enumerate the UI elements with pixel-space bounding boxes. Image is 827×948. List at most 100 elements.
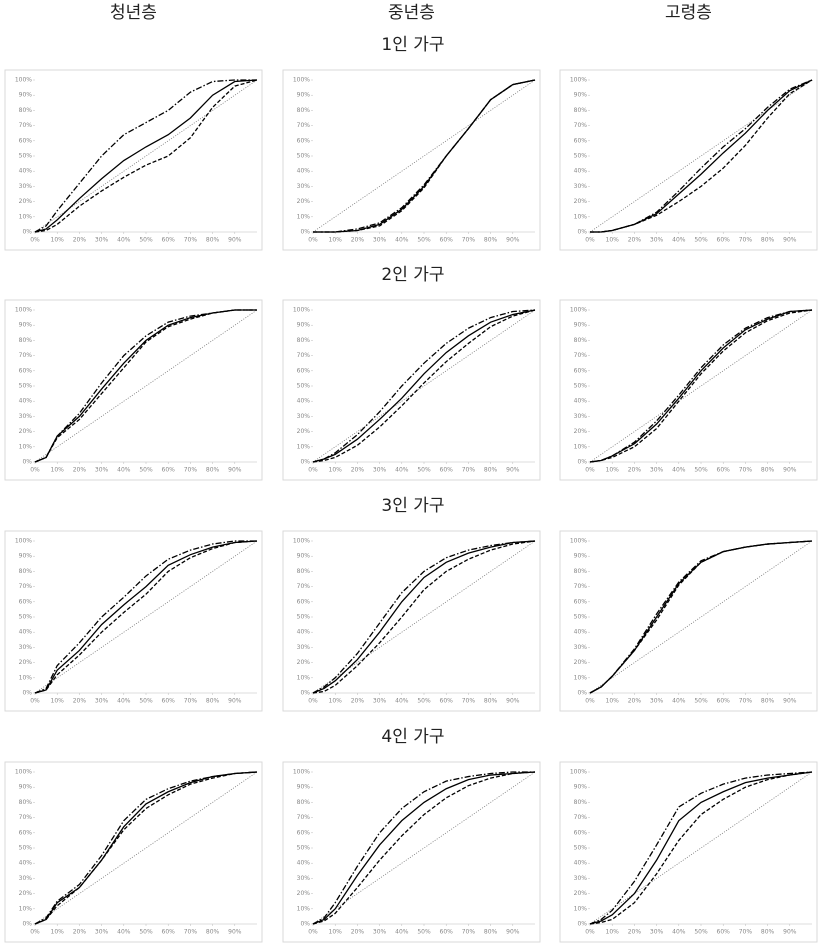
chart-frame bbox=[559, 69, 818, 251]
y-tick-label: 20% bbox=[19, 428, 33, 435]
x-tick-label: 0% bbox=[585, 237, 595, 244]
x-tick-label: 0% bbox=[30, 467, 40, 474]
x-tick-label: 40% bbox=[395, 467, 409, 474]
series-line bbox=[34, 771, 258, 925]
x-tick-label: 40% bbox=[117, 929, 131, 936]
y-tick-label: 40% bbox=[297, 398, 311, 405]
chart-frame bbox=[282, 761, 541, 943]
y-tick-label: 80% bbox=[297, 568, 311, 575]
y-tick-label: 30% bbox=[19, 875, 33, 882]
x-tick-label: 10% bbox=[329, 929, 343, 936]
y-tick-label: 80% bbox=[297, 337, 311, 344]
y-tick-label: 0% bbox=[22, 459, 32, 466]
series-line bbox=[312, 309, 536, 463]
y-tick-label: 30% bbox=[297, 875, 311, 882]
x-tick-label: 80% bbox=[206, 698, 220, 705]
x-tick-label: 40% bbox=[395, 929, 409, 936]
chart-frame bbox=[559, 530, 818, 712]
x-tick-label: 0% bbox=[308, 698, 318, 705]
x-tick-label: 0% bbox=[30, 237, 40, 244]
y-tick-label: 50% bbox=[574, 383, 588, 390]
y-tick-label: 100% bbox=[15, 769, 32, 776]
x-tick-label: 0% bbox=[585, 698, 595, 705]
x-tick-label: 40% bbox=[395, 698, 409, 705]
x-tick-label: 30% bbox=[650, 237, 664, 244]
series-line bbox=[313, 79, 536, 233]
y-tick-label: 90% bbox=[574, 784, 588, 791]
y-tick-label: 40% bbox=[574, 860, 588, 867]
y-tick-label: 90% bbox=[297, 92, 311, 99]
x-tick-label: 90% bbox=[783, 698, 797, 705]
y-tick-label: 50% bbox=[19, 845, 33, 852]
y-tick-label: 20% bbox=[19, 890, 33, 897]
x-tick-label: 30% bbox=[95, 698, 109, 705]
x-tick-label: 70% bbox=[184, 698, 198, 705]
x-tick-label: 0% bbox=[585, 929, 595, 936]
chart-frame bbox=[559, 761, 818, 943]
y-tick-label: 30% bbox=[297, 413, 311, 420]
x-tick-label: 10% bbox=[329, 467, 343, 474]
x-tick-label: 20% bbox=[351, 929, 365, 936]
x-tick-label: 60% bbox=[717, 698, 731, 705]
y-tick-label: 0% bbox=[577, 921, 587, 928]
x-tick-label: 10% bbox=[606, 237, 620, 244]
y-tick-label: 40% bbox=[19, 168, 33, 175]
row-title: 1인 가구 bbox=[381, 35, 444, 55]
x-tick-label: 80% bbox=[484, 929, 498, 936]
y-tick-label: 80% bbox=[574, 568, 588, 575]
x-tick-label: 40% bbox=[395, 237, 409, 244]
x-tick-label: 40% bbox=[672, 237, 686, 244]
y-tick-label: 70% bbox=[297, 814, 311, 821]
y-tick-label: 20% bbox=[19, 659, 33, 666]
x-tick-label: 70% bbox=[739, 467, 753, 474]
x-tick-label: 50% bbox=[694, 237, 708, 244]
y-tick-label: 70% bbox=[574, 583, 588, 590]
y-tick-label: 0% bbox=[577, 229, 587, 236]
y-tick-label: 100% bbox=[293, 538, 310, 545]
series-line bbox=[589, 309, 813, 463]
y-tick-label: 10% bbox=[574, 213, 588, 220]
column-header: 청년층 bbox=[110, 3, 157, 23]
chart-frame bbox=[4, 761, 263, 943]
y-tick-label: 20% bbox=[574, 198, 588, 205]
x-tick-label: 20% bbox=[73, 467, 87, 474]
x-tick-label: 50% bbox=[417, 237, 431, 244]
x-tick-label: 20% bbox=[73, 698, 87, 705]
y-tick-label: 90% bbox=[19, 322, 33, 329]
y-tick-label: 30% bbox=[19, 183, 33, 190]
series-line bbox=[589, 771, 813, 925]
series-line bbox=[590, 79, 813, 233]
x-tick-label: 70% bbox=[184, 467, 198, 474]
chart-frame bbox=[282, 69, 541, 251]
x-tick-label: 40% bbox=[117, 237, 131, 244]
y-tick-label: 100% bbox=[15, 77, 32, 84]
y-tick-label: 70% bbox=[574, 814, 588, 821]
x-tick-label: 70% bbox=[184, 929, 198, 936]
y-tick-label: 40% bbox=[574, 168, 588, 175]
y-tick-label: 90% bbox=[574, 553, 588, 560]
y-tick-label: 80% bbox=[297, 799, 311, 806]
x-tick-label: 40% bbox=[672, 929, 686, 936]
x-tick-label: 70% bbox=[462, 237, 476, 244]
y-tick-label: 100% bbox=[293, 77, 310, 84]
x-tick-label: 60% bbox=[162, 467, 176, 474]
x-tick-label: 60% bbox=[717, 467, 731, 474]
x-tick-label: 30% bbox=[95, 467, 109, 474]
x-tick-label: 0% bbox=[308, 237, 318, 244]
y-tick-label: 10% bbox=[19, 213, 33, 220]
y-tick-label: 100% bbox=[570, 307, 587, 314]
y-tick-label: 0% bbox=[577, 690, 587, 697]
x-tick-label: 50% bbox=[694, 698, 708, 705]
x-tick-label: 90% bbox=[228, 467, 242, 474]
x-tick-label: 10% bbox=[606, 467, 620, 474]
x-tick-label: 30% bbox=[373, 929, 387, 936]
x-tick-label: 0% bbox=[308, 929, 318, 936]
y-tick-label: 30% bbox=[19, 644, 33, 651]
chart-frame bbox=[282, 530, 541, 712]
y-tick-label: 20% bbox=[574, 890, 588, 897]
x-tick-label: 80% bbox=[484, 467, 498, 474]
x-tick-label: 80% bbox=[761, 237, 775, 244]
y-tick-label: 30% bbox=[574, 875, 588, 882]
y-tick-label: 70% bbox=[574, 122, 588, 129]
